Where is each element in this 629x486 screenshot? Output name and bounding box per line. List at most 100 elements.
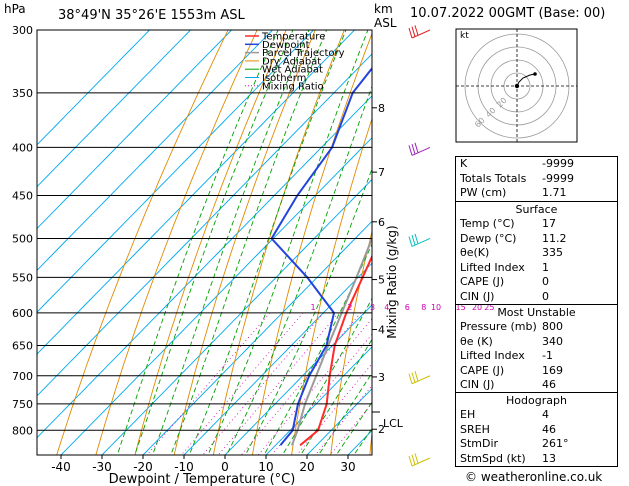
mixing-ratio-line xyxy=(271,333,372,455)
most-unstable-panel: Most Unstable Pressure (mb) 800 θe (K) 340… xyxy=(455,304,618,393)
index-value: 1.71 xyxy=(542,186,567,200)
mixing-ratio-label: 8 xyxy=(421,303,426,312)
credit: © weatheronline.co.uk xyxy=(465,470,603,484)
km-tick-label: 8 xyxy=(378,102,385,115)
mixing-ratio-line xyxy=(240,312,362,455)
isotherm-line xyxy=(37,30,191,188)
wet-adiabat-line xyxy=(226,85,372,455)
surface-value: 335 xyxy=(542,246,563,260)
mixing-ratio-axis-label: Mixing Ratio (g/kg) xyxy=(385,225,399,338)
mu-value: 800 xyxy=(542,320,563,333)
isotherm-line xyxy=(37,30,355,355)
wind-barb-flag xyxy=(408,27,413,39)
dry-adiabat-line xyxy=(251,32,372,455)
dry-adiabat-line xyxy=(369,428,372,455)
wet-adiabat-line xyxy=(152,30,310,455)
mixing-ratio-label: 1 xyxy=(310,303,315,312)
legend-entry: Isotherm xyxy=(262,73,306,84)
temperature-line xyxy=(299,254,372,447)
hodo-label: StmSpd (kt) xyxy=(460,451,526,465)
hodograph-stats-title: Hodograph xyxy=(506,394,567,407)
surface-value: 1 xyxy=(542,260,549,274)
mu-label: Pressure (mb) xyxy=(460,320,537,333)
mu-value: 46 xyxy=(542,378,556,392)
wind-barb-flag xyxy=(414,371,419,382)
hodo-label: EH xyxy=(460,408,476,421)
wind-barb-flag xyxy=(408,145,413,156)
mu-value: 340 xyxy=(542,334,563,348)
x-tick-label: -10 xyxy=(174,460,194,474)
wind-barb-flag xyxy=(411,454,416,465)
mu-value: -1 xyxy=(542,349,553,363)
hpa-label: hPa xyxy=(4,2,26,16)
x-tick-label: -20 xyxy=(133,460,153,474)
isotherm-line xyxy=(183,262,372,455)
surface-label: Temp (°C) xyxy=(460,217,515,230)
dry-adiabat-line xyxy=(212,30,345,455)
dry-adiabat-line xyxy=(173,30,316,455)
index-value: -9999 xyxy=(542,157,574,170)
mixing-ratio-label: 4 xyxy=(384,303,389,312)
isotherm-line xyxy=(37,30,232,230)
km-tick-label: 5 xyxy=(378,274,385,287)
wind-barb-flag xyxy=(414,25,419,36)
pressure-tick-label: 650 xyxy=(12,340,33,353)
wind-barb-flag xyxy=(411,143,416,155)
mixing-ratio-label: 15 xyxy=(456,303,466,312)
lcl-label: LCL xyxy=(383,417,404,430)
hodo-value: 46 xyxy=(542,422,556,436)
pressure-tick-label: 600 xyxy=(12,307,33,320)
surface-value: 11.2 xyxy=(542,231,567,245)
hodograph-kt-label: kt xyxy=(460,31,469,41)
dry-adiabat-line xyxy=(291,117,372,455)
wind-barb-flag xyxy=(411,372,416,383)
hodo-label: StmDir xyxy=(460,437,499,451)
isotherm-line xyxy=(37,95,372,439)
legend-entry: Temperature xyxy=(261,32,325,43)
isotherm-line xyxy=(224,304,372,455)
location-title: 38°49'N 35°26'E 1553m ASL xyxy=(58,8,246,23)
mu-label: Lifted Index xyxy=(460,349,525,363)
x-tick-label: 30 xyxy=(340,460,355,474)
km-tick-label: 7 xyxy=(378,166,385,179)
surface-label: θe(K) xyxy=(460,246,490,260)
pressure-tick-label: 800 xyxy=(12,424,33,437)
mixing-ratio-line xyxy=(257,318,372,455)
mixing-ratio-label: 2 xyxy=(347,303,352,312)
indices-panel: K -9999 Totals Totals -9999 PW (cm) 1.71 xyxy=(455,156,618,202)
pressure-tick-label: 500 xyxy=(12,232,33,245)
legend-entry: Parcel Trajectory xyxy=(262,48,345,59)
surface-value: 0 xyxy=(542,275,549,289)
legend-entry: Dry Adiabat xyxy=(262,56,321,67)
legend-entry: Mixing Ratio xyxy=(262,81,324,92)
surface-panel: Surface Temp (°C) 17 Dewp (°C) 11.2 θe(K) 3… xyxy=(455,201,618,305)
hodo-value: 4 xyxy=(542,408,549,421)
isotherm-line xyxy=(60,137,372,455)
hodograph-stats-panel: Hodograph EH 4 SREH 46 StmDir 261° StmSpd (… xyxy=(455,392,618,467)
index-value: -9999 xyxy=(542,171,574,185)
index-label: K xyxy=(460,157,468,170)
wet-adiabat-line xyxy=(170,30,328,455)
hodo-value: 261° xyxy=(542,437,569,451)
mixing-ratio-label: 20 xyxy=(472,303,482,312)
asl-label: ASL xyxy=(374,16,397,30)
km-tick-label: 6 xyxy=(378,216,385,229)
hodo-value: 13 xyxy=(542,451,556,465)
hodograph-origin xyxy=(514,83,520,89)
wind-barb-flag xyxy=(414,233,419,245)
mixing-ratio-line xyxy=(218,312,339,455)
isotherm-line xyxy=(37,53,372,397)
x-axis-label: Dewpoint / Temperature (°C) xyxy=(109,472,296,486)
index-label: Totals Totals xyxy=(460,171,527,185)
legend-entry: Dewpoint xyxy=(262,40,310,51)
dewpoint-line xyxy=(270,66,372,446)
wet-adiabat-line xyxy=(188,30,347,455)
mixing-ratio-label: 3 xyxy=(370,303,375,312)
dry-adiabat-line xyxy=(56,30,229,455)
dry-adiabat-line xyxy=(95,30,258,455)
wet-adiabat-line xyxy=(244,167,372,455)
index-label: PW (cm) xyxy=(460,186,507,200)
pressure-tick-label: 350 xyxy=(12,87,33,100)
x-tick-label: -40 xyxy=(51,460,71,474)
km-label: km xyxy=(374,2,393,16)
